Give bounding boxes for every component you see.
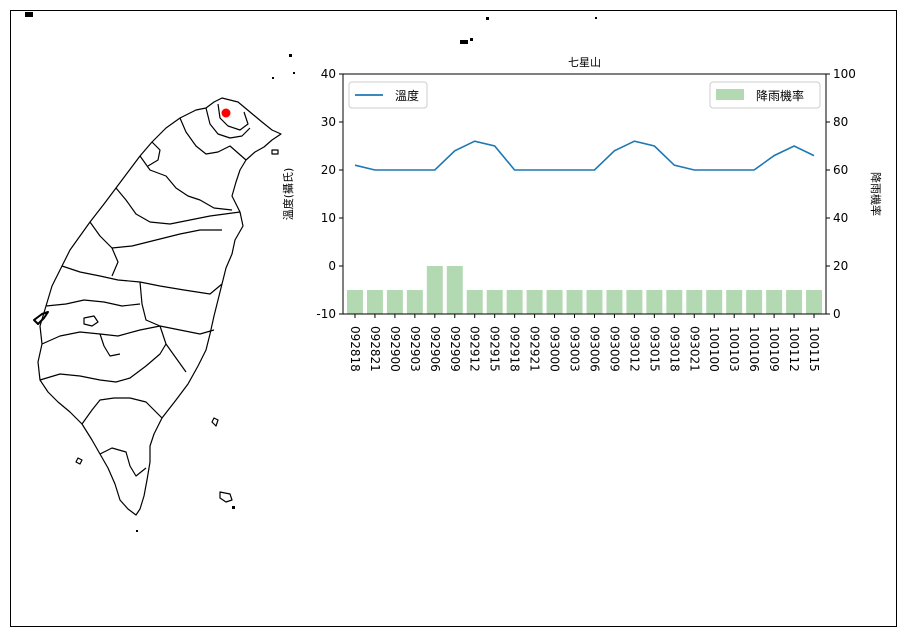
x-tick-label: 092900 [388, 326, 402, 372]
x-tick-label: 093003 [568, 326, 582, 372]
bar [366, 290, 383, 314]
legend-label: 降雨機率 [756, 88, 804, 103]
bar [726, 290, 743, 314]
legend-bar-swatch [716, 89, 744, 100]
bar [546, 290, 563, 314]
taiwan-map [33, 97, 282, 516]
legend-temperature [348, 81, 428, 109]
y-right-tick-label: 60 [833, 163, 848, 177]
y-axis-label: 溫度(攝氏) [281, 168, 295, 221]
x-tick-label: 100115 [807, 326, 821, 372]
x-tick-label: 093021 [687, 326, 701, 372]
county-boundary [81, 397, 163, 425]
x-tick-label: 100103 [727, 326, 741, 372]
bar [486, 290, 503, 314]
bar [666, 290, 683, 314]
county-boundary [147, 141, 161, 167]
bar [806, 290, 823, 314]
x-tick-label: 092903 [408, 326, 422, 372]
bar [646, 290, 663, 314]
bar [426, 266, 443, 314]
y-tick-label: -10 [316, 307, 336, 321]
x-tick-label: 100100 [707, 326, 721, 372]
island [271, 149, 279, 155]
county-boundary [39, 343, 167, 383]
x-tick-label: 093015 [647, 326, 661, 372]
bar [406, 290, 423, 314]
island [75, 457, 83, 465]
y-right-tick-label: 0 [833, 307, 841, 321]
county-boundary [179, 117, 247, 161]
y-tick-label: 0 [328, 259, 336, 273]
x-tick-label: 092918 [508, 326, 522, 372]
bar [346, 290, 363, 314]
x-tick-label: 093012 [627, 326, 641, 372]
island [33, 311, 49, 325]
county-boundary [45, 299, 141, 307]
bar [626, 290, 643, 314]
x-tick-label: 092821 [368, 326, 382, 372]
bar [706, 290, 723, 314]
x-tick-label: 092915 [488, 326, 502, 372]
y-tick-label: 10 [321, 211, 336, 225]
county-boundary [217, 103, 249, 131]
x-tick-label: 092921 [528, 326, 542, 372]
bar [606, 290, 623, 314]
bar [466, 290, 483, 314]
x-tick-label: 093000 [548, 326, 562, 372]
x-tick-label: 092909 [448, 326, 462, 372]
county-boundary [115, 187, 241, 225]
chart: -10 0 10 20 30 40 0 20 40 60 80 100 092818 092821 0929… [281, 56, 883, 372]
x-tick-label: 093006 [587, 326, 601, 372]
county-boundary [111, 229, 222, 249]
islet-dots [25, 12, 597, 532]
location-marker [221, 108, 231, 118]
y-right-tick-label: 20 [833, 259, 848, 273]
bar [506, 290, 523, 314]
y-tick-label: 20 [321, 163, 336, 177]
county-boundary [159, 325, 187, 373]
x-tick-label: 092912 [468, 326, 482, 372]
county-boundary [139, 155, 233, 211]
bar [526, 290, 543, 314]
bar [386, 290, 403, 314]
taiwan-coastline [37, 97, 282, 516]
bar [786, 290, 803, 314]
bar [446, 266, 463, 314]
y-right-tick-label: 80 [833, 115, 848, 129]
county-boundary [99, 333, 121, 357]
island [211, 417, 219, 427]
county-boundary [99, 447, 147, 477]
chart-title: 七星山 [568, 56, 601, 69]
x-tick-label: 092906 [428, 326, 442, 372]
y-right-axis-label: 降雨機率 [869, 172, 883, 216]
map-frame [10, 10, 897, 627]
legend-label: 溫度 [395, 88, 419, 103]
bar [686, 290, 703, 314]
y-tick-label: 40 [321, 67, 336, 81]
bar [586, 290, 603, 314]
x-tick-label: 100106 [747, 326, 761, 372]
bar [746, 290, 763, 314]
x-tick-label: 092818 [348, 326, 362, 372]
y-tick-label: 30 [321, 115, 336, 129]
island [219, 491, 233, 503]
x-tick-label: 100109 [767, 326, 781, 372]
y-right-tick-label: 40 [833, 211, 848, 225]
y-right-tick-label: 100 [833, 67, 856, 81]
x-tick-label: 100112 [787, 326, 801, 372]
legend-rain [709, 81, 821, 109]
x-tick-label: 093018 [667, 326, 681, 372]
county-boundary [83, 315, 99, 327]
plot-frame [342, 73, 827, 315]
temperature-line [354, 140, 815, 171]
bar [766, 290, 783, 314]
county-boundary [205, 107, 251, 139]
bar [566, 290, 583, 314]
x-tick-label: 093009 [607, 326, 621, 372]
